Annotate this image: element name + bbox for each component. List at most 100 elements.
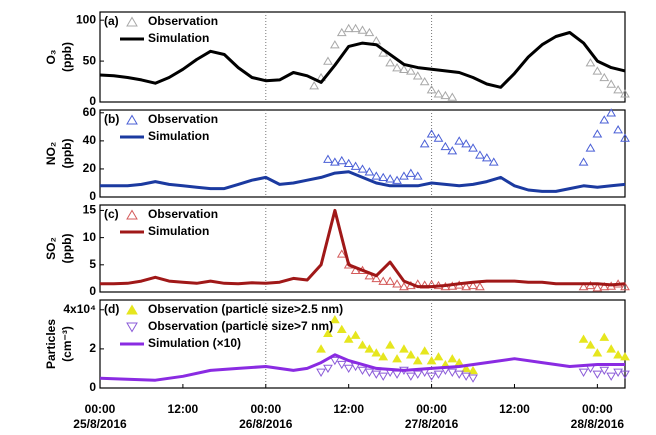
panel-label: (c) <box>104 207 119 221</box>
marker <box>399 344 409 353</box>
marker <box>606 344 617 353</box>
marker <box>578 281 589 291</box>
marker <box>364 167 375 176</box>
y-axis-unit: (cm⁻³) <box>60 326 74 362</box>
marker <box>371 36 382 45</box>
marker <box>613 350 623 359</box>
marker <box>412 171 423 180</box>
marker <box>440 90 451 100</box>
marker <box>378 172 389 182</box>
marker <box>412 356 423 365</box>
marker <box>392 63 402 72</box>
marker <box>385 174 396 183</box>
marker <box>343 334 354 343</box>
marker <box>357 340 368 349</box>
marker <box>433 370 444 379</box>
marker <box>599 332 610 341</box>
marker <box>392 279 402 288</box>
marker <box>433 352 444 361</box>
marker <box>599 366 610 375</box>
marker <box>378 372 389 381</box>
marker <box>461 281 471 291</box>
marker <box>350 330 361 339</box>
series-line <box>100 208 626 289</box>
marker <box>454 136 465 145</box>
marker <box>461 363 471 373</box>
marker <box>468 374 478 383</box>
marker <box>592 283 603 292</box>
y-tick-label: 10 <box>83 230 97 244</box>
marker <box>371 273 382 283</box>
marker <box>385 340 396 349</box>
marker <box>329 40 340 49</box>
y-tick-label: 0 <box>89 284 96 298</box>
marker <box>392 370 402 379</box>
marker <box>578 368 589 377</box>
marker <box>419 280 430 289</box>
x-date-label: 28/8/2016 <box>571 417 625 431</box>
marker <box>419 76 430 86</box>
marker <box>592 348 603 357</box>
marker <box>613 85 623 94</box>
y-tick-label: 60 <box>83 105 97 119</box>
panel-label: (d) <box>104 302 119 316</box>
marker <box>620 133 630 142</box>
marker <box>378 352 389 361</box>
marker <box>343 158 354 168</box>
marker <box>447 368 458 377</box>
legend-label: Simulation (×10) <box>148 336 241 350</box>
marker <box>371 348 382 357</box>
marker <box>316 368 326 377</box>
marker <box>433 133 444 142</box>
x-date-label: 25/8/2016 <box>73 417 127 431</box>
marker <box>405 372 416 381</box>
marker <box>329 157 340 166</box>
y-tick-label: 20 <box>83 161 97 175</box>
marker <box>336 360 347 370</box>
plot-frame <box>99 11 626 103</box>
x-tick-label: 00:00 <box>416 402 447 416</box>
marker <box>468 143 478 152</box>
marker <box>620 89 630 98</box>
marker <box>336 324 347 334</box>
y-axis-label: NO₂ <box>44 142 58 165</box>
marker <box>392 175 402 184</box>
series-line <box>99 31 626 89</box>
marker <box>336 155 347 165</box>
marker <box>447 354 458 363</box>
x-tick-label: 00:00 <box>250 402 281 416</box>
plot-frame <box>99 299 626 389</box>
y-tick-label: 2 <box>89 341 96 355</box>
marker <box>364 344 375 353</box>
marker <box>426 372 437 381</box>
marker <box>454 370 465 379</box>
marker <box>578 334 589 343</box>
y-tick-label: 0 <box>89 189 96 203</box>
x-date-label: 26/8/2016 <box>239 417 293 431</box>
marker <box>599 115 610 124</box>
marker <box>364 368 375 377</box>
marker <box>426 356 437 365</box>
y-tick-label: 50 <box>83 53 97 67</box>
legend-label: Observation <box>148 207 218 221</box>
marker <box>323 364 333 374</box>
marker <box>447 146 458 155</box>
panel-label: (b) <box>104 112 119 126</box>
legend-marker <box>126 16 138 27</box>
marker <box>585 340 596 349</box>
x-tick-label: 12:00 <box>168 402 199 416</box>
marker <box>592 370 603 379</box>
marker <box>488 157 499 166</box>
marker <box>329 356 340 366</box>
y-tick-label: 15 <box>83 203 97 217</box>
y-tick-label: 5 <box>89 257 96 271</box>
y-axis-unit: (ppb) <box>60 139 74 169</box>
marker <box>606 372 617 381</box>
marker <box>468 280 478 290</box>
marker <box>433 89 444 98</box>
series-line <box>99 353 625 382</box>
marker <box>399 281 409 291</box>
y-tick-label: 4x10⁴ <box>63 302 96 316</box>
